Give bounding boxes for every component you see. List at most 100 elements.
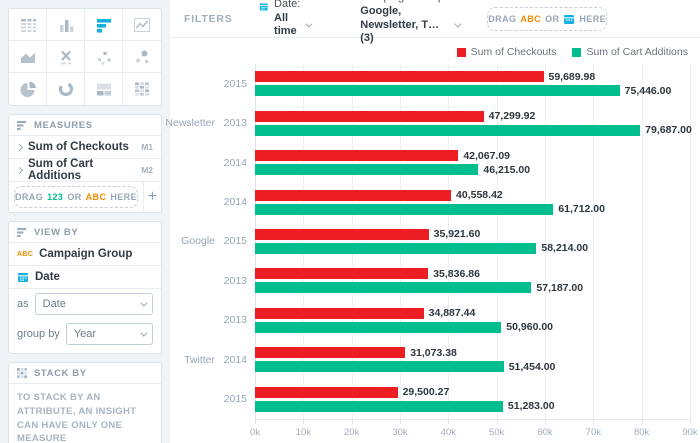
measures-footer: DRAG 123 OR ABC HERE +	[9, 182, 161, 212]
bar[interactable]	[255, 150, 458, 161]
year-label: 2015	[224, 235, 247, 247]
column-chart-icon	[56, 15, 76, 35]
view-by-panel: VIEW BY ABC Campaign Group Date as Date	[8, 221, 162, 354]
measure-item-label: Sum of Cart Additions	[28, 158, 135, 182]
date-filter-value: All time	[274, 12, 300, 40]
scatter-plot-icon	[94, 47, 114, 67]
bar[interactable]	[255, 387, 398, 398]
chart-rows: 201559,689.9875,446.00Newsletter201347,2…	[255, 64, 690, 419]
headline-icon	[56, 47, 76, 67]
group-by-value: Year	[74, 328, 96, 340]
year-label: 2014	[224, 196, 247, 208]
view-by-item-label: Date	[35, 271, 60, 283]
sidebar: MEASURES Sum of Checkouts M1 Sum of Cart…	[0, 0, 170, 443]
attribute-token: ABC	[86, 192, 107, 202]
year-label: 2014	[224, 354, 247, 366]
bar-value-label: 31,073.38	[410, 347, 457, 359]
view-by-item-campaign-group[interactable]: ABC Campaign Group	[9, 243, 161, 266]
chart-row-google-2013: 201335,836.8657,187.00	[255, 261, 690, 300]
bar[interactable]	[255, 190, 451, 201]
bar-value-label: 75,446.00	[625, 85, 672, 97]
heatmap-icon	[132, 79, 152, 99]
vis-type-table[interactable]	[9, 9, 47, 41]
vis-type-bar-chart[interactable]	[85, 9, 123, 41]
measure-item-label: Sum of Checkouts	[28, 141, 129, 153]
measure-item-sum-of-checkouts[interactable]: Sum of Checkouts M1	[9, 136, 161, 159]
date-as-row: as Date	[9, 289, 161, 319]
drop-zone-text: OR	[545, 14, 559, 24]
drop-zone-text: DRAG	[488, 14, 516, 24]
vis-type-pie-chart[interactable]	[9, 73, 47, 105]
bar[interactable]	[255, 111, 484, 122]
chart-row-twitter-2014: Twitter201431,073.3851,454.00	[255, 340, 690, 379]
bar-chart-icon-selected	[94, 15, 114, 35]
bar[interactable]	[255, 347, 405, 358]
bar-value-label: 35,921.60	[434, 228, 481, 240]
analytical-designer-app: MEASURES Sum of Checkouts M1 Sum of Cart…	[0, 0, 700, 443]
bar[interactable]	[255, 164, 478, 175]
bar[interactable]	[255, 204, 553, 215]
legend-label: Sum of Cart Additions	[586, 46, 688, 58]
chart-legend: Sum of Checkouts Sum of Cart Additions	[170, 38, 700, 60]
view-by-item-date[interactable]: Date	[9, 266, 161, 289]
donut-chart-icon	[56, 79, 76, 99]
bar[interactable]	[255, 71, 544, 82]
view-by-item-label: Campaign Group	[39, 248, 132, 260]
vis-type-treemap[interactable]	[85, 73, 123, 105]
vis-type-area-chart[interactable]	[9, 41, 47, 73]
bar[interactable]	[255, 322, 501, 333]
bar[interactable]	[255, 282, 531, 293]
vis-type-heatmap[interactable]	[123, 73, 161, 105]
chart-row-twitter-2015: 201529,500.2751,283.00	[255, 380, 690, 419]
x-tick-label: 40k	[441, 427, 456, 438]
bar[interactable]	[255, 268, 428, 279]
pie-chart-icon	[18, 79, 38, 99]
vis-type-scatter-plot[interactable]	[85, 41, 123, 73]
bar[interactable]	[255, 229, 429, 240]
attribute-token: ABC	[520, 14, 541, 24]
drop-zone-text: OR	[67, 192, 81, 202]
legend-item-sum-of-checkouts[interactable]: Sum of Checkouts	[457, 46, 557, 58]
date-as-select[interactable]: Date	[35, 293, 153, 315]
add-measure-button[interactable]: +	[143, 182, 161, 212]
bar-value-label: 40,558.42	[456, 189, 503, 201]
bar[interactable]	[255, 243, 536, 254]
view-by-bucket-icon	[17, 227, 28, 238]
measure-item-sum-of-cart-additions[interactable]: Sum of Cart Additions M2	[9, 159, 161, 182]
as-label: as	[17, 298, 29, 310]
vis-type-donut-chart[interactable]	[47, 73, 85, 105]
group-label: Newsletter	[165, 117, 215, 129]
area-chart-icon	[18, 47, 38, 67]
legend-item-sum-of-cart-additions[interactable]: Sum of Cart Additions	[572, 46, 688, 58]
bar[interactable]	[255, 401, 503, 412]
vis-type-bubble-chart[interactable]	[123, 41, 161, 73]
year-label: 2015	[224, 78, 247, 90]
stack-by-note: TO STACK BY AN ATTRIBUTE, AN INSIGHT CAN…	[9, 384, 161, 443]
group-by-label: group by	[17, 328, 60, 340]
bar[interactable]	[255, 361, 504, 372]
x-tick-label: 70k	[586, 427, 601, 438]
vis-type-line-chart[interactable]	[123, 9, 161, 41]
bar[interactable]	[255, 308, 424, 319]
vis-type-headline[interactable]	[47, 41, 85, 73]
table-icon	[18, 15, 38, 35]
year-label: 2013	[224, 117, 247, 129]
x-tick-label: 20k	[344, 427, 359, 438]
date-filter-title: Date:	[274, 0, 310, 12]
chevron-down-icon	[140, 329, 147, 336]
bar[interactable]	[255, 85, 620, 96]
date-filter[interactable]: Date: All time	[259, 0, 311, 39]
filter-drop-zone[interactable]: DRAG ABC OR HERE	[487, 7, 607, 31]
view-by-header-label: VIEW BY	[34, 227, 78, 238]
stack-by-header-label: STACK BY	[34, 368, 87, 379]
group-by-select[interactable]: Year	[66, 323, 153, 345]
vis-type-column-chart[interactable]	[47, 9, 85, 41]
legend-label: Sum of Checkouts	[471, 46, 557, 58]
bar-value-label: 51,283.00	[508, 400, 555, 412]
stack-by-header: STACK BY	[9, 363, 161, 384]
drop-zone-text: DRAG	[15, 192, 43, 202]
measure-drop-zone[interactable]: DRAG 123 OR ABC HERE	[14, 186, 138, 208]
bar[interactable]	[255, 125, 640, 136]
legend-swatch-green	[572, 48, 581, 57]
measures-bucket-icon	[17, 120, 28, 131]
